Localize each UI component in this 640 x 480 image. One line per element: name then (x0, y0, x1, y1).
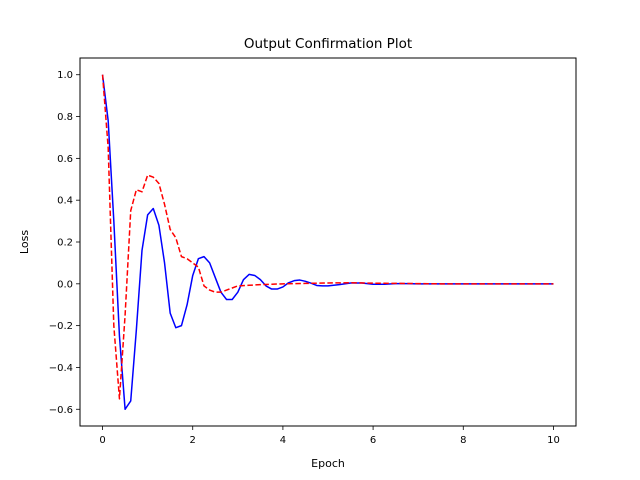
y-axis-label: Loss (18, 230, 31, 254)
series-line-2 (101, 74, 554, 400)
x-tick-label: 10 (547, 435, 560, 446)
y-tick-label: −0.6 (49, 405, 73, 416)
plot-lines (101, 74, 554, 411)
x-tick-label: 6 (370, 435, 376, 446)
y-tick-label: −0.2 (49, 321, 73, 332)
x-tick-label: 0 (99, 435, 105, 446)
x-tick-label: 8 (460, 435, 466, 446)
y-tick-label: 0.6 (57, 154, 73, 165)
chart-title: Output Confirmation Plot (244, 36, 412, 52)
y-tick-label: 0.8 (57, 112, 73, 123)
x-axis-label: Epoch (311, 457, 345, 470)
x-tick-label: 2 (190, 435, 196, 446)
y-tick-label: 0.4 (57, 196, 73, 207)
y-tick-label: 1.0 (57, 70, 73, 81)
y-axis-ticks: −0.6 −0.4 −0.2 0.0 0.2 0.4 0.6 0.8 1.0 (49, 70, 80, 416)
y-tick-label: −0.4 (49, 363, 73, 374)
series-line-1 (101, 74, 554, 411)
plot-frame (79, 57, 577, 427)
y-tick-label: 0.0 (57, 279, 73, 290)
y-tick-label: 0.2 (57, 238, 73, 249)
x-tick-label: 4 (280, 435, 286, 446)
x-axis-ticks: 0 2 4 6 8 10 (99, 426, 560, 446)
